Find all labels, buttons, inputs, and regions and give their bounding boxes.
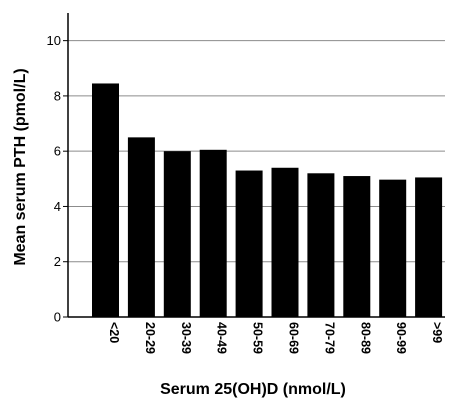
y-tick-label: 6 — [54, 144, 61, 159]
y-tick-label: 8 — [54, 88, 61, 103]
x-tick-labels: <20 20-29 30-39 40-49 50-59 60-69 70-79 80-89 90… — [107, 322, 444, 354]
y-tick-labels: 0 2 4 6 8 10 — [47, 33, 61, 324]
bar — [415, 177, 443, 317]
bar — [379, 179, 407, 317]
y-axis-title: Mean serum PTH (pmol/L) — [12, 68, 29, 265]
x-tick-label: 20-29 — [143, 322, 157, 354]
bar — [271, 167, 299, 317]
bar — [343, 176, 371, 317]
bars — [92, 83, 443, 318]
bar — [163, 151, 191, 317]
x-tick-label: 30-39 — [179, 322, 193, 354]
y-tick-label: 4 — [54, 199, 61, 214]
x-tick-label: 70-79 — [322, 322, 336, 354]
bar — [127, 137, 155, 317]
bar — [235, 170, 263, 317]
x-tick-label: 90-99 — [394, 322, 408, 354]
x-axis-title: Serum 25(OH)D (nmol/L) — [160, 381, 346, 398]
bar — [92, 83, 119, 318]
y-tick-label: 2 — [54, 254, 61, 269]
x-tick-label: 80-89 — [358, 322, 372, 354]
y-tick-label: 10 — [47, 33, 61, 48]
bar — [199, 149, 227, 317]
y-tick-label: 0 — [54, 310, 61, 325]
x-tick-label: 60-69 — [287, 322, 301, 354]
x-tick-label: >99 — [430, 322, 444, 343]
x-tick-label: 40-49 — [215, 322, 229, 354]
x-tick-label: 50-59 — [251, 322, 265, 354]
bar — [307, 173, 335, 317]
x-tick-label: <20 — [107, 322, 121, 343]
